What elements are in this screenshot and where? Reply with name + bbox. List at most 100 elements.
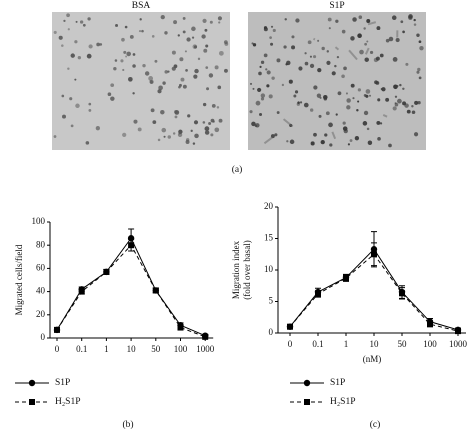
cell bbox=[304, 61, 309, 66]
cell bbox=[368, 94, 372, 97]
cell bbox=[122, 68, 125, 72]
cell bbox=[337, 91, 342, 96]
cell bbox=[375, 56, 380, 61]
cell bbox=[202, 102, 207, 107]
micrograph bbox=[52, 12, 230, 150]
cell bbox=[357, 88, 361, 92]
cell bbox=[366, 127, 370, 131]
cell bbox=[190, 129, 193, 132]
cell bbox=[214, 127, 220, 133]
cell bbox=[310, 141, 315, 146]
cell bbox=[260, 97, 265, 101]
cell bbox=[358, 15, 363, 19]
cell bbox=[379, 122, 383, 125]
cell bbox=[182, 84, 187, 89]
cell bbox=[191, 36, 195, 39]
cell bbox=[397, 98, 402, 104]
cell bbox=[411, 105, 414, 108]
cell bbox=[173, 64, 178, 69]
cell bbox=[263, 26, 268, 30]
cell bbox=[416, 70, 420, 74]
cell bbox=[69, 97, 73, 101]
cell bbox=[268, 94, 273, 99]
cell bbox=[346, 98, 351, 103]
cell bbox=[363, 110, 369, 116]
cell-process bbox=[282, 118, 294, 128]
cell bbox=[249, 110, 253, 114]
cell bbox=[317, 67, 322, 73]
cell bbox=[318, 114, 322, 118]
cell bbox=[217, 85, 222, 90]
cell bbox=[141, 29, 144, 33]
cell bbox=[388, 36, 394, 42]
cell bbox=[167, 135, 172, 139]
cell bbox=[357, 100, 360, 103]
cell bbox=[214, 65, 219, 70]
cell bbox=[400, 20, 404, 24]
cell bbox=[341, 29, 346, 34]
marker bbox=[315, 290, 321, 297]
cell bbox=[331, 71, 336, 76]
cell bbox=[74, 78, 77, 81]
cell bbox=[82, 23, 86, 27]
panel-caption: (b) bbox=[122, 419, 133, 430]
marker bbox=[128, 242, 135, 249]
cell bbox=[385, 97, 390, 102]
cell bbox=[62, 114, 66, 119]
cell bbox=[395, 38, 400, 43]
cell bbox=[257, 87, 262, 93]
cell bbox=[132, 92, 135, 95]
x-tick-label: 50 bbox=[151, 344, 161, 354]
cell bbox=[394, 95, 398, 98]
cell bbox=[402, 30, 405, 34]
cell-process bbox=[263, 136, 274, 145]
cell bbox=[326, 50, 329, 53]
cell bbox=[204, 28, 208, 32]
cell bbox=[350, 36, 355, 41]
x-tick-label: 0 bbox=[55, 344, 60, 354]
image-label: BSA bbox=[132, 1, 151, 11]
cell bbox=[210, 118, 215, 123]
cell bbox=[417, 101, 421, 105]
y-tick-label: 0 bbox=[41, 332, 46, 342]
cell bbox=[205, 66, 209, 69]
cell bbox=[341, 74, 345, 79]
cell bbox=[53, 135, 57, 138]
cell bbox=[260, 93, 266, 98]
cell bbox=[258, 71, 262, 76]
cell-process bbox=[331, 131, 337, 140]
cell bbox=[402, 87, 405, 91]
cell bbox=[202, 121, 206, 124]
legend-marker bbox=[304, 399, 310, 405]
cell bbox=[342, 126, 348, 131]
cell bbox=[74, 40, 78, 44]
cell-process bbox=[364, 47, 370, 55]
cell bbox=[201, 34, 206, 39]
cell bbox=[381, 87, 386, 92]
cell bbox=[317, 39, 320, 42]
cell bbox=[149, 79, 154, 84]
cell bbox=[392, 57, 398, 62]
cell bbox=[177, 132, 183, 138]
cell bbox=[172, 132, 176, 135]
cell bbox=[307, 40, 312, 45]
cell bbox=[309, 108, 314, 112]
cell bbox=[204, 126, 210, 132]
cell bbox=[184, 50, 187, 53]
cell bbox=[193, 120, 199, 125]
cell bbox=[129, 34, 134, 39]
cell bbox=[270, 42, 274, 46]
cell bbox=[335, 19, 339, 23]
cell bbox=[284, 18, 287, 21]
cell bbox=[157, 138, 161, 142]
cell bbox=[286, 140, 289, 143]
cell bbox=[265, 68, 268, 71]
marker bbox=[103, 268, 110, 275]
cell bbox=[270, 25, 274, 28]
cell bbox=[376, 120, 381, 125]
cell bbox=[271, 76, 275, 80]
cell bbox=[364, 42, 368, 46]
cell bbox=[182, 17, 186, 20]
cell bbox=[160, 14, 165, 20]
